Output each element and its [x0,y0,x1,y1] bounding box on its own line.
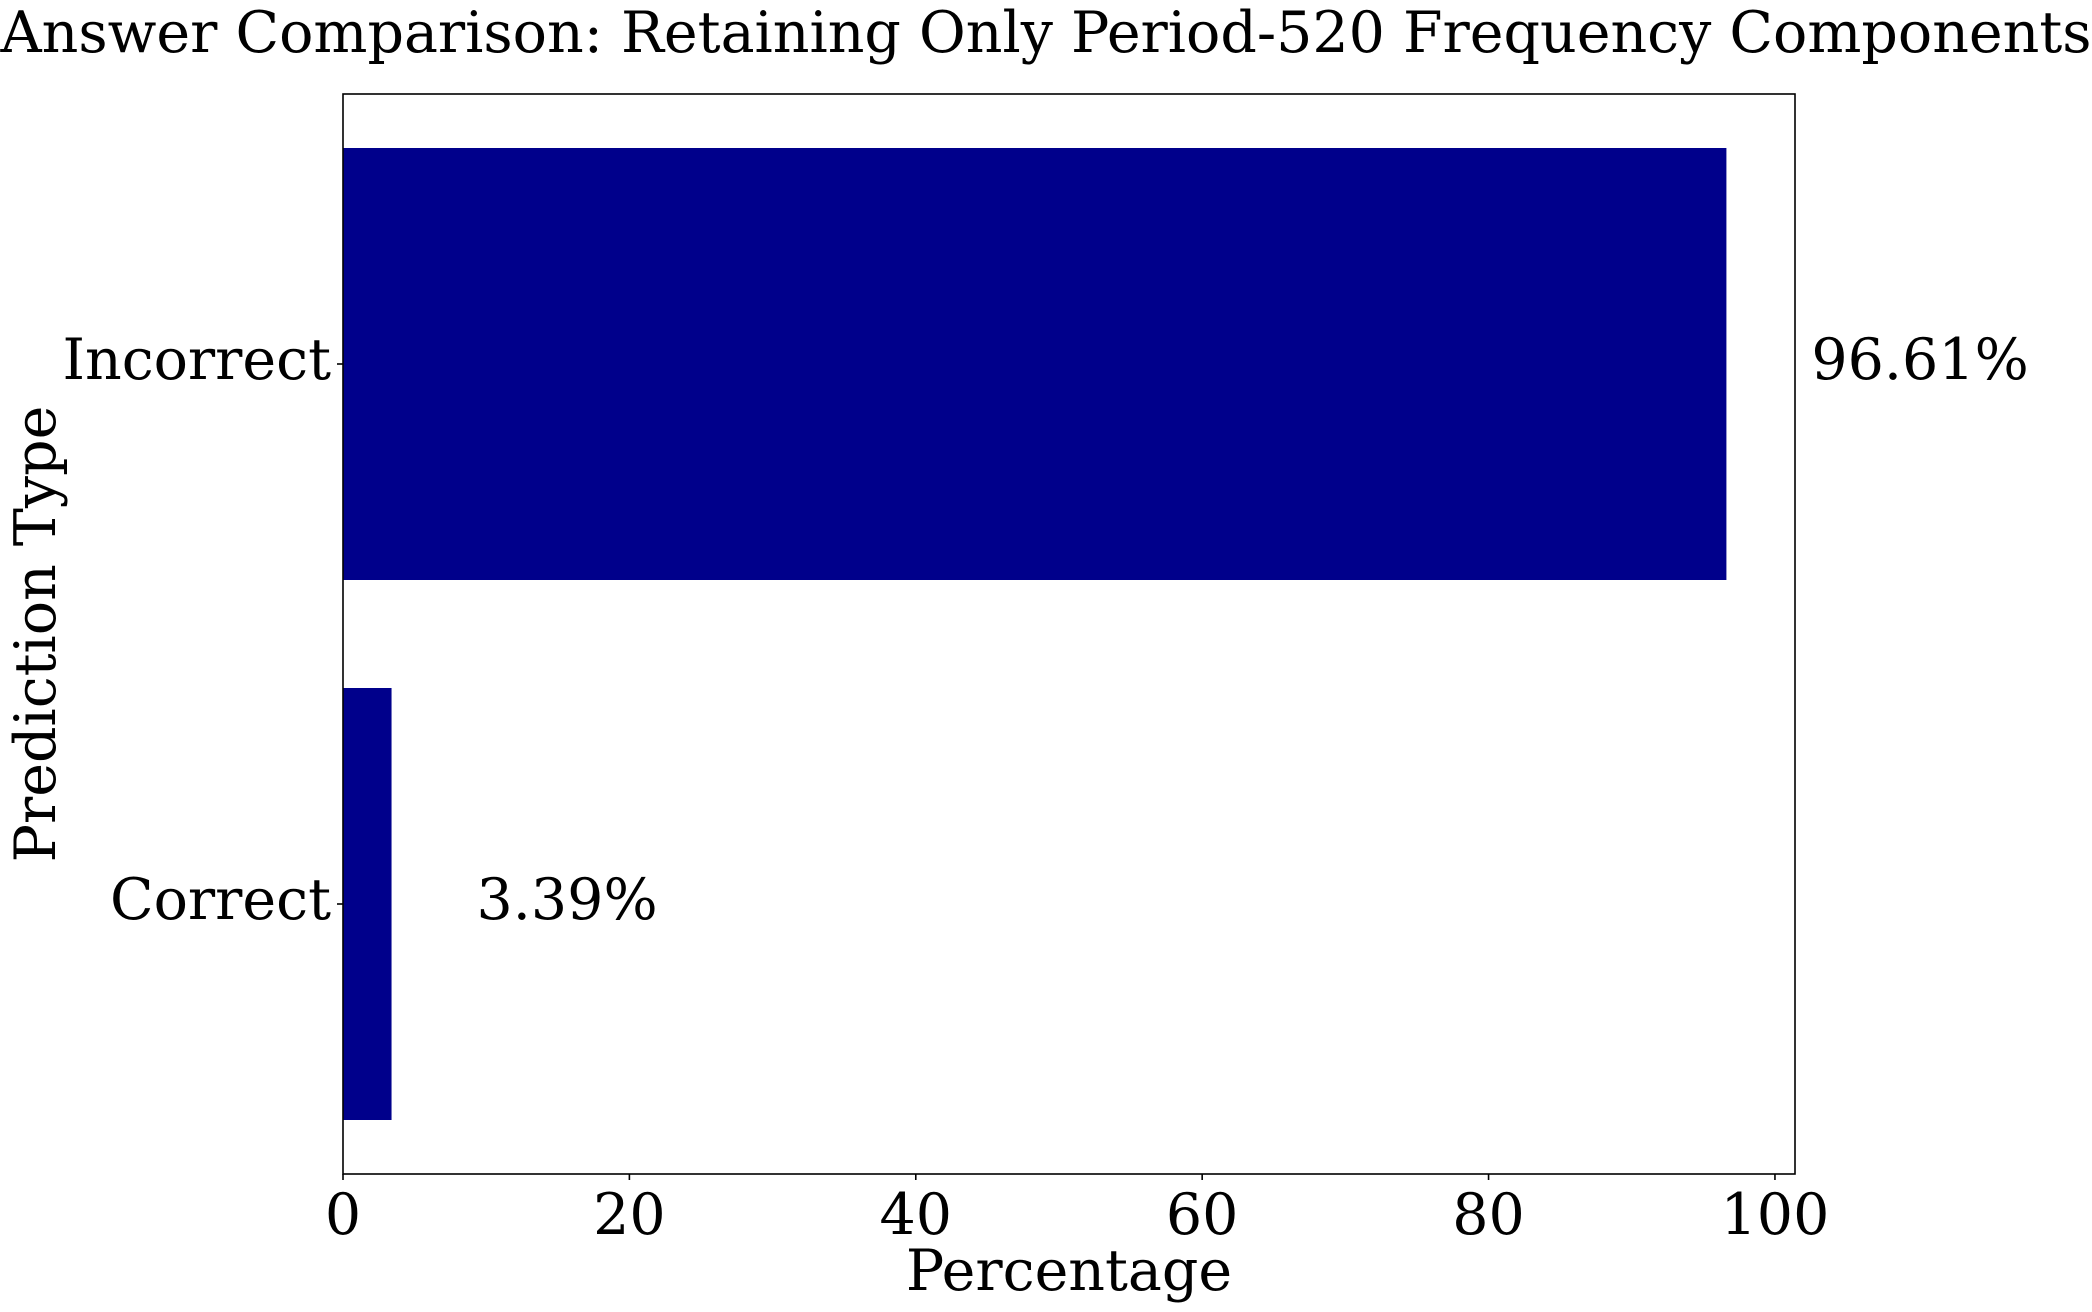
x-tick-label: 40 [880,1182,953,1248]
y-tick-label-correct: Correct [110,867,331,933]
data-label-incorrect: 96.61% [1811,327,2028,393]
x-axis-label: Percentage [906,1238,1232,1304]
bar-correct [343,688,392,1120]
x-tick-label: 100 [1721,1182,1830,1248]
x-tick-label: 80 [1452,1182,1525,1248]
data-labels-layer: 3.39% 96.61% [477,327,2029,933]
plot-frame [342,93,1796,1175]
y-tick-label-incorrect: Incorrect [62,327,331,393]
x-tick-label: 20 [593,1182,666,1248]
x-tick-label: 0 [325,1182,361,1248]
bars-layer [343,148,1727,1120]
y-axis-label: Prediction Type [3,406,69,863]
x-axis: 0 20 40 60 80 100 [325,1174,1829,1248]
chart-title: Answer Comparison: Retaining Only Period… [0,0,2092,66]
bar-incorrect [343,148,1727,580]
y-axis: Correct Incorrect [62,327,343,933]
data-label-correct: 3.39% [477,867,658,933]
x-tick-label: 60 [1166,1182,1239,1248]
